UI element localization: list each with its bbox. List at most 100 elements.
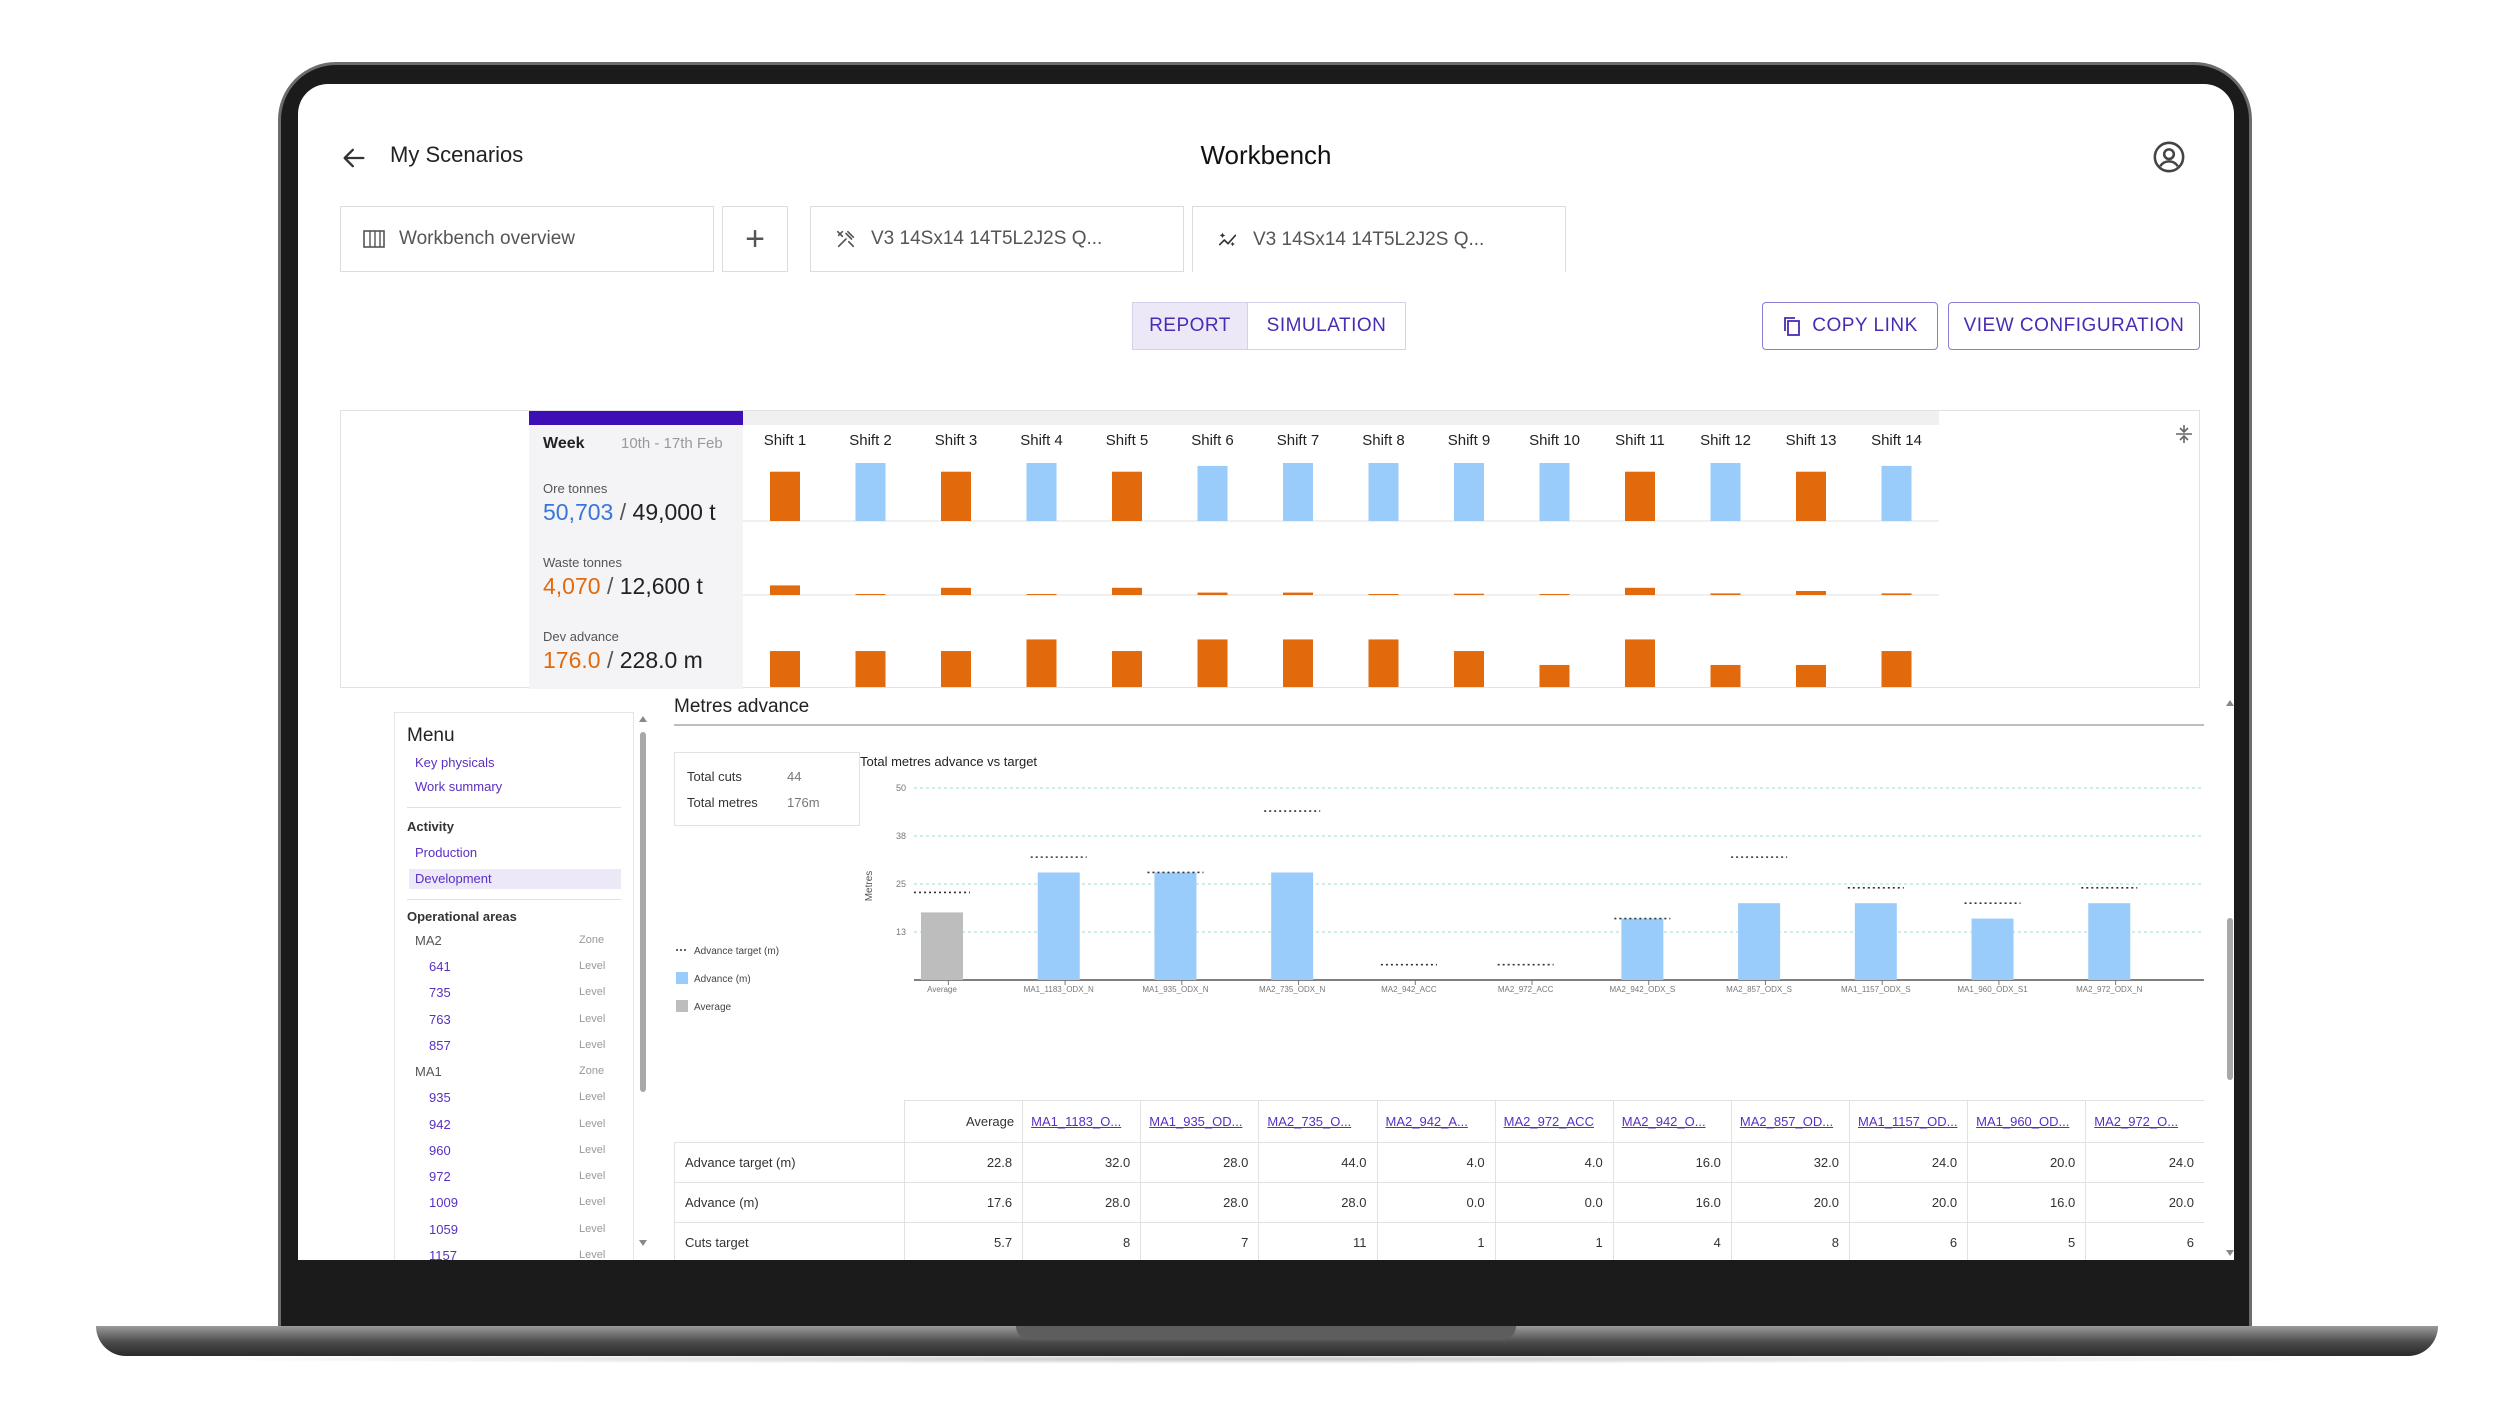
menu-section-activity: Activity <box>407 819 454 834</box>
table-header-heading[interactable]: MA2_942_O... <box>1612 1100 1732 1143</box>
account-icon[interactable] <box>2152 140 2186 174</box>
advance-bar <box>1271 872 1314 980</box>
table-cell: 16.0 <box>1612 1182 1732 1223</box>
dev-bar <box>1112 651 1142 687</box>
menu-activity-item[interactable]: Production <box>415 845 478 860</box>
waste-bar <box>1710 593 1741 595</box>
shift-label: Shift 2 <box>849 432 892 449</box>
level-link[interactable]: 942 <box>429 1116 451 1132</box>
level-link[interactable]: 735 <box>429 985 451 1001</box>
collapse-vertical-icon[interactable] <box>2175 423 2193 445</box>
section-divider <box>674 724 2204 726</box>
table-header-heading[interactable]: MA2_942_A... <box>1376 1100 1496 1143</box>
table-cell: 16.0 <box>1967 1182 2086 1223</box>
level-link[interactable]: 1009 <box>429 1195 458 1211</box>
table-cell: 5 <box>1967 1222 2086 1260</box>
week-label: Week <box>543 435 585 452</box>
page-title: Workbench <box>1200 140 1332 170</box>
zone-label[interactable]: MA2 <box>415 933 442 948</box>
level-link[interactable]: 857 <box>429 1037 451 1053</box>
table-header-heading[interactable]: MA2_735_O... <box>1258 1100 1377 1143</box>
table-header-heading[interactable]: MA1_960_OD... <box>1967 1100 2086 1143</box>
tab-workbench-overview[interactable]: Workbench overview <box>340 206 714 272</box>
table-header-heading[interactable]: MA1_1183_O... <box>1022 1100 1141 1143</box>
dev-bar <box>855 651 886 687</box>
table-header-heading[interactable]: MA2_972_O... <box>2085 1100 2204 1143</box>
back-to-scenarios-link[interactable]: My Scenarios <box>390 142 524 167</box>
shift-label: Shift 10 <box>1529 432 1580 449</box>
table-header-heading[interactable]: MA1_935_OD... <box>1140 1100 1259 1143</box>
shift-label: Shift 12 <box>1700 432 1751 449</box>
level-link[interactable]: 1059 <box>429 1221 458 1237</box>
table-cell: 0.0 <box>1376 1182 1496 1223</box>
table-cell: 7 <box>1140 1222 1259 1260</box>
table-cell: 24.0 <box>1848 1142 1968 1183</box>
shift-label: Shift 3 <box>935 432 978 449</box>
arrow-left-icon[interactable] <box>340 144 368 172</box>
advance-table: Average MA1_1183_O... MA1_935_OD... MA2_735… <box>674 1100 2204 1260</box>
simulation-toggle-button[interactable]: SIMULATION <box>1248 302 1406 350</box>
table-cell: 8 <box>1022 1222 1141 1260</box>
table-cell: 20.0 <box>2085 1182 2204 1223</box>
level-link[interactable]: 935 <box>429 1090 451 1106</box>
menu-scrollbar[interactable] <box>636 712 650 1260</box>
waste-bar <box>1197 592 1228 595</box>
level-tag: Level <box>579 1038 606 1051</box>
dev-bar <box>1539 664 1570 687</box>
table-body: Advance target (m) 22.8 32.0 28.0 44.0 4.0 4.0… <box>674 1142 2204 1260</box>
menu-activity-item[interactable]: Development <box>415 871 492 886</box>
table-cell: 28.0 <box>1140 1142 1259 1183</box>
sparkle-chart-icon <box>1218 232 1237 246</box>
total-metres-label: Total metres <box>687 795 758 810</box>
level-tag: Level <box>579 1012 606 1025</box>
table-header-heading[interactable]: MA2_857_OD... <box>1730 1100 1850 1143</box>
chart-xtick-label: Average <box>927 985 957 994</box>
tab-workbench-overview-label: Workbench overview <box>399 228 576 249</box>
table-row-label: Advance (m) <box>674 1182 905 1223</box>
level-link[interactable]: 972 <box>429 1169 451 1185</box>
menu-link[interactable]: Key physicals <box>415 755 495 770</box>
copy-link-button[interactable]: COPY LINK <box>1762 302 1938 350</box>
section-title: Metres advance <box>674 696 810 717</box>
tab-scenario-1[interactable]: V3 14Sx14 14T5L2J2S Q... <box>810 206 1184 272</box>
table-header-heading[interactable]: MA2_972_ACC <box>1494 1100 1614 1143</box>
ore-bar <box>1283 463 1313 521</box>
menu-section-areas: Operational areas <box>407 909 517 924</box>
legend-swatch <box>676 1000 688 1012</box>
table-cell: 20.0 <box>1967 1142 2086 1183</box>
ore-bar <box>1539 463 1570 521</box>
waste-bar <box>1796 591 1826 595</box>
total-metres-value: 176m <box>787 795 820 810</box>
advance-data-table: Average MA1_1183_O... MA1_935_OD... MA2_735… <box>674 1100 2204 1260</box>
view-configuration-button[interactable]: VIEW CONFIGURATION <box>1948 302 2200 350</box>
dev-bar <box>941 651 971 687</box>
legend-swatch <box>676 972 688 984</box>
menu-link[interactable]: Work summary <box>415 779 503 794</box>
table-cell: 28.0 <box>1140 1182 1259 1223</box>
level-link[interactable]: 1157 <box>429 1248 457 1260</box>
level-link[interactable]: 763 <box>429 1011 451 1027</box>
chart-xtick-label: MA2_942_ODX_S <box>1609 985 1675 994</box>
table-cell: 44.0 <box>1258 1142 1377 1183</box>
ore-bar <box>1197 465 1228 521</box>
advance-bar <box>2088 903 2131 980</box>
waste-bar <box>1283 592 1313 595</box>
level-tag: Level <box>579 960 606 972</box>
main-scrollbar[interactable] <box>2222 696 2234 1260</box>
total-cuts-label: Total cuts <box>687 769 742 784</box>
ore-bar <box>1026 463 1057 521</box>
dev-target: 228.0 m <box>619 647 703 673</box>
level-link[interactable]: 960 <box>429 1142 451 1158</box>
level-link[interactable]: 641 <box>429 959 451 974</box>
advance-bar <box>1154 872 1197 980</box>
zone-label[interactable]: MA1 <box>415 1064 442 1080</box>
add-tab-button[interactable]: + <box>722 206 788 272</box>
table-row: Advance (m) 17.6 28.0 28.0 28.0 0.0 0.0 16.0 20.… <box>674 1182 2204 1223</box>
table-header-heading[interactable]: MA1_1157_OD... <box>1848 1100 1968 1143</box>
tab-scenario-2[interactable]: V3 14Sx14 14T5L2J2S Q... <box>1192 206 1566 272</box>
total-cuts-value: 44 <box>787 769 802 784</box>
average-bar <box>921 912 963 980</box>
totals-box: Total cuts 44 Total metres 176m <box>674 752 860 826</box>
shift-label: Shift 7 <box>1277 432 1320 449</box>
report-toggle-button[interactable]: REPORT <box>1132 302 1248 350</box>
